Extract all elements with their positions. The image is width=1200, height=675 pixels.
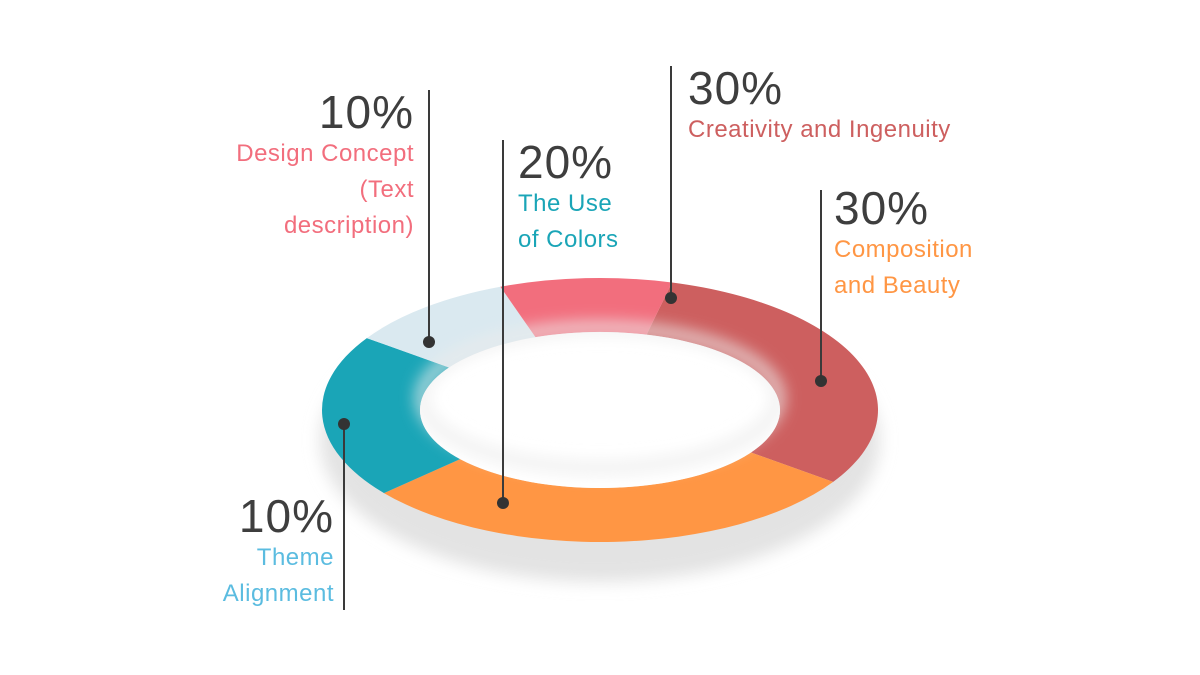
leader-line-creativity	[670, 66, 672, 298]
leader-line-concept	[428, 90, 430, 342]
leader-line-composition	[820, 190, 822, 381]
leader-line-theme	[343, 424, 345, 610]
percent-label: 30%	[834, 182, 930, 234]
leader-line-colors	[502, 140, 504, 503]
callout-theme-alignment: 10% Theme Alignment	[223, 492, 334, 612]
percent-label: 30%	[688, 62, 784, 114]
donut-slice	[383, 452, 834, 542]
category-label-line: of Colors	[518, 226, 619, 254]
callout-composition: 30% Composition and Beauty	[834, 184, 973, 304]
donut-slice	[500, 278, 672, 338]
anchor-dot-creativity	[665, 292, 677, 304]
callout-design-concept: 10% Design Concept (Text description)	[236, 88, 414, 244]
anchor-dot-composition	[815, 375, 827, 387]
category-label-line: Composition	[834, 236, 973, 264]
percent-label: 20%	[518, 136, 614, 188]
category-label-line: Alignment	[222, 580, 334, 608]
category-label-line: Creativity and Ingenuity	[688, 116, 951, 144]
anchor-dot-colors	[497, 497, 509, 509]
percent-label: 10%	[238, 490, 334, 542]
category-label-line: description)	[283, 212, 414, 240]
callout-creativity: 30% Creativity and Ingenuity	[688, 64, 951, 148]
donut-hole-shadow	[417, 323, 783, 473]
category-label-line: Design Concept	[236, 140, 414, 168]
percent-label: 10%	[318, 86, 414, 138]
donut-hole	[420, 332, 780, 488]
category-label-line: (Text	[359, 176, 414, 204]
donut-slice	[366, 286, 536, 368]
category-label-line: and Beauty	[834, 272, 961, 300]
category-label-line: The Use	[518, 190, 613, 218]
category-label-line: Theme	[256, 544, 334, 572]
anchor-dot-theme	[338, 418, 350, 430]
callout-use-of-colors: 20% The Use of Colors	[518, 138, 619, 258]
anchor-dot-concept	[423, 336, 435, 348]
